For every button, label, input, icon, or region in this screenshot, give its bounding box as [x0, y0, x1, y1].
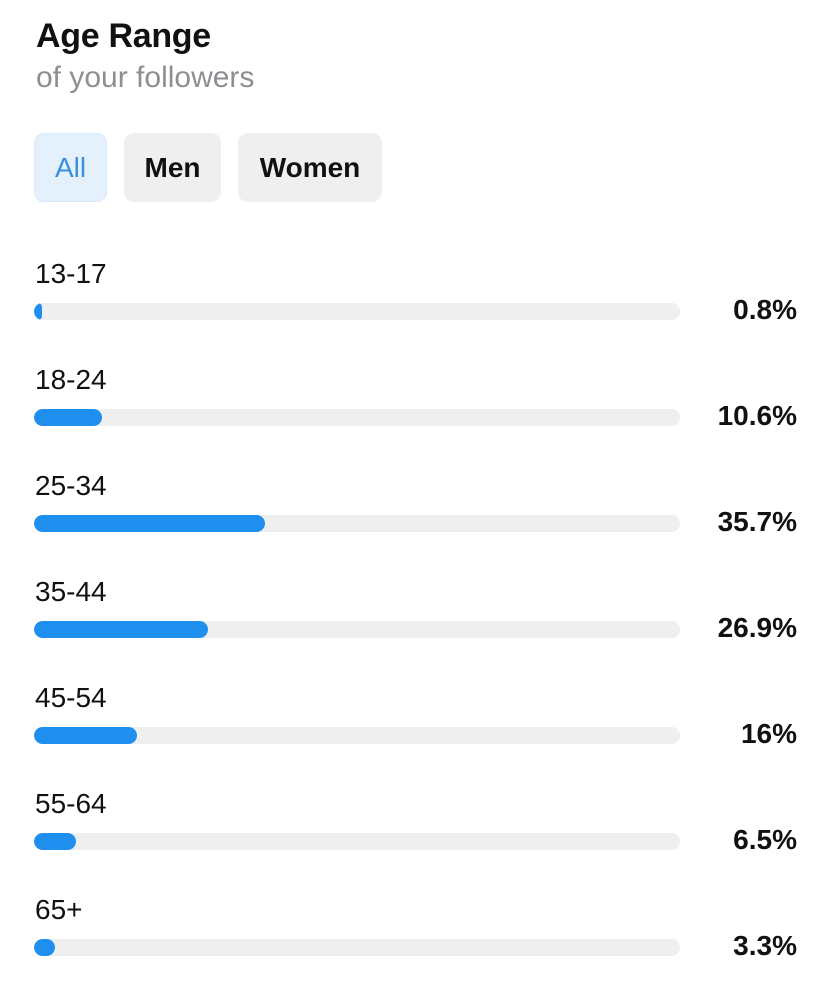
bar-fill	[34, 833, 76, 850]
age-row: 13-17 0.8%	[0, 258, 833, 348]
age-row: 65+ 3.3%	[0, 894, 833, 984]
age-row: 45-54 16%	[0, 682, 833, 772]
bar-track	[34, 515, 680, 532]
age-row: 55-64 6.5%	[0, 788, 833, 878]
bar-fill	[34, 515, 265, 532]
bar-fill	[34, 409, 103, 426]
percentage-value: 35.7%	[717, 506, 797, 537]
age-row: 18-24 10.6%	[0, 364, 833, 454]
bar-track	[34, 727, 680, 744]
age-row: 25-34 35.7%	[0, 470, 833, 560]
age-range-label: 45-54	[35, 682, 107, 713]
bar-track	[34, 303, 680, 320]
percentage-value: 10.6%	[717, 400, 797, 431]
age-range-label: 13-17	[35, 258, 107, 289]
page-title: Age Range	[36, 17, 211, 55]
bar-fill	[34, 621, 208, 638]
percentage-value: 3.3%	[733, 930, 797, 961]
age-range-label: 65+	[35, 894, 83, 925]
bar-track	[34, 833, 680, 850]
bar-fill	[34, 303, 42, 320]
filter-all-button[interactable]: All	[34, 133, 107, 202]
percentage-value: 0.8%	[733, 294, 797, 325]
bar-track	[34, 621, 680, 638]
percentage-value: 6.5%	[733, 824, 797, 855]
bar-fill	[34, 727, 138, 744]
percentage-value: 16%	[740, 718, 797, 749]
age-row: 35-44 26.9%	[0, 576, 833, 666]
age-range-label: 25-34	[35, 470, 107, 501]
age-range-label: 55-64	[35, 788, 107, 819]
bar-fill	[34, 939, 56, 956]
age-range-label: 18-24	[35, 364, 107, 395]
page-subtitle: of your followers	[36, 61, 255, 94]
header: Age Range of your followers	[36, 16, 254, 98]
percentage-value: 26.9%	[717, 612, 797, 643]
gender-filter-tabs: All Men Women	[34, 133, 382, 202]
age-range-label: 35-44	[35, 576, 107, 607]
bar-track	[34, 409, 680, 426]
filter-men-button[interactable]: Men	[124, 133, 221, 202]
filter-women-button[interactable]: Women	[238, 133, 382, 202]
bar-track	[34, 939, 680, 956]
